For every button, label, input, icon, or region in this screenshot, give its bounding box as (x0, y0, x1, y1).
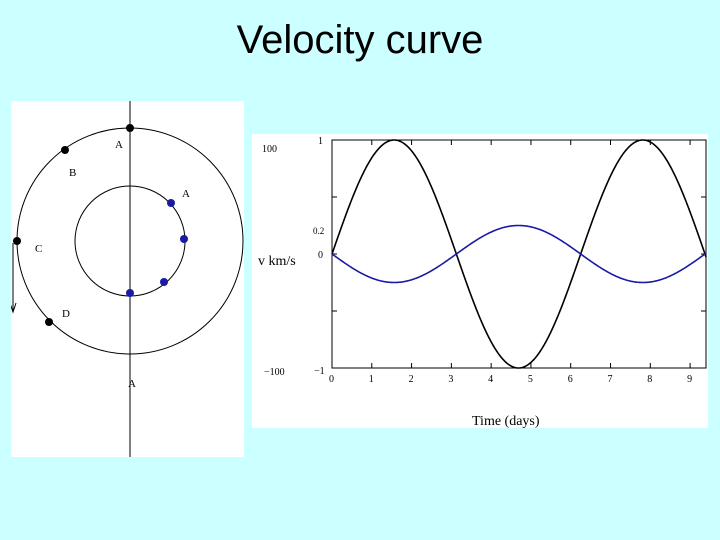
inner-star-3 (160, 278, 168, 286)
outer-label-c: C (35, 243, 42, 255)
orbit-diagram-panel: A B C D A A (11, 101, 244, 457)
x-tick-label: 7 (608, 374, 613, 385)
x-tick-label: 2 (409, 374, 414, 385)
series-line-1 (331, 139, 707, 369)
inner-star-4 (126, 289, 134, 297)
axis-ticks (331, 139, 706, 369)
outer-label-d: D (62, 308, 70, 320)
x-tick-label: 8 (647, 374, 652, 385)
outer-star-a (126, 124, 134, 132)
x-tick-label: 9 (687, 374, 692, 385)
plot-frame (331, 139, 707, 369)
y-left-tick-neg100: −100 (264, 367, 285, 378)
inner-star-2 (180, 235, 188, 243)
x-tick-label: 1 (369, 374, 374, 385)
velocity-curves (331, 139, 707, 369)
y-left-tick-100: 100 (262, 144, 277, 155)
y-axis-label: v km/s (258, 254, 296, 269)
inner-star-1 (167, 199, 175, 207)
outer-star-d (45, 318, 53, 326)
y-right-tick-1: 1 (318, 136, 323, 147)
x-tick-label: 4 (488, 374, 493, 385)
bottom-label-a: A (128, 378, 136, 390)
x-tick-label: 0 (329, 374, 334, 385)
outer-label-a: A (115, 139, 123, 151)
y-right-tick-neg1: −1 (314, 366, 325, 377)
x-tick-label: 3 (448, 374, 453, 385)
orbit-diagram: A B C D A A (11, 101, 244, 457)
velocity-arrow-head (11, 302, 17, 314)
outer-star-b (61, 146, 69, 154)
x-tick-labels: 0 1 2 3 4 5 6 7 8 9 (329, 374, 692, 385)
velocity-graph: 100 v km/s −100 1 0.2 0 −1 0 1 2 3 4 5 6 7 8 9 Ti… (258, 136, 707, 428)
x-tick-label: 6 (568, 374, 573, 385)
y-right-tick-0: 0 (318, 250, 323, 261)
inner-label-a: A (182, 188, 190, 200)
y-right-tick-0-2: 0.2 (313, 226, 324, 236)
x-tick-label: 5 (528, 374, 533, 385)
slide-title: Velocity curve (236, 18, 484, 62)
outer-label-b: B (69, 167, 76, 179)
x-axis-label: Time (days) (472, 414, 540, 428)
velocity-graph-panel: 100 v km/s −100 1 0.2 0 −1 0 1 2 3 4 5 6 7 8 9 Ti… (252, 134, 708, 428)
outer-star-c (13, 237, 21, 245)
series-line-2 (331, 224, 707, 284)
